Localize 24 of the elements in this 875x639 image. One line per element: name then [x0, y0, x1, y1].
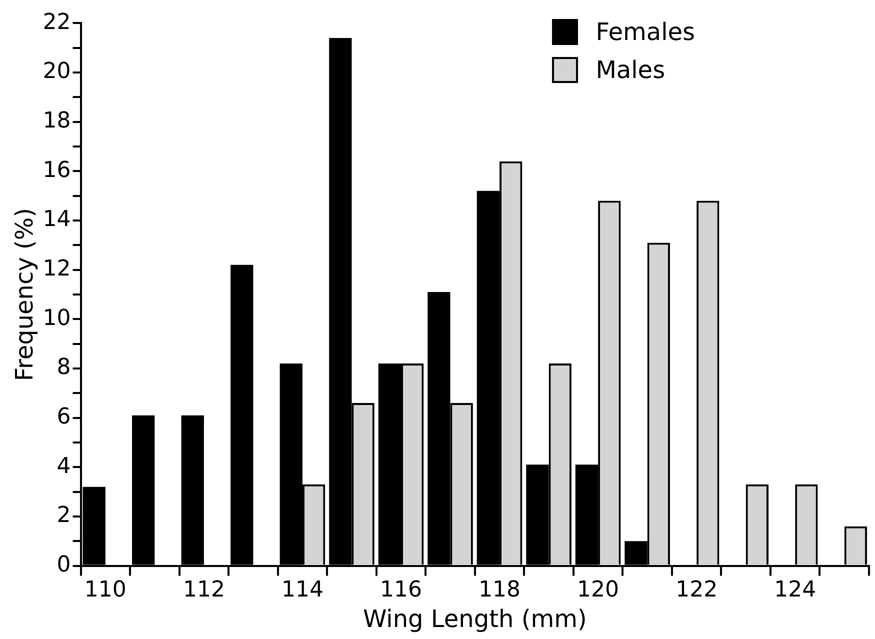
y-tick-label: 14 — [42, 207, 71, 232]
y-tick-label: 16 — [42, 158, 71, 183]
x-tick-label: 118 — [478, 578, 521, 603]
legend-label: Males — [596, 56, 666, 84]
x-tick-label: 120 — [577, 578, 620, 603]
y-tick-label: 2 — [56, 503, 71, 528]
x-tick-label: 110 — [84, 578, 126, 603]
y-axis-title: Frequency (%) — [10, 208, 39, 382]
y-tick-label: 20 — [42, 59, 71, 84]
y-tick-label: 22 — [42, 10, 71, 35]
y-tick-label: 18 — [42, 108, 71, 134]
y-tick-label: 12 — [42, 256, 71, 282]
y-tick-label: 10 — [42, 306, 71, 331]
x-tick-label: 122 — [676, 578, 718, 603]
x-tick-label: 114 — [281, 578, 324, 603]
y-tick-label: 8 — [56, 355, 71, 380]
x-tick-label: 112 — [182, 578, 225, 603]
legend-label: Females — [596, 18, 695, 46]
y-tick-label: 6 — [56, 404, 71, 430]
y-tick-label: 4 — [56, 454, 71, 479]
x-axis-title: Wing Length (mm) — [362, 604, 587, 633]
x-tick-label: 124 — [774, 578, 816, 603]
x-tick-label: 116 — [380, 578, 422, 603]
y-tick-label: 0 — [56, 552, 71, 578]
